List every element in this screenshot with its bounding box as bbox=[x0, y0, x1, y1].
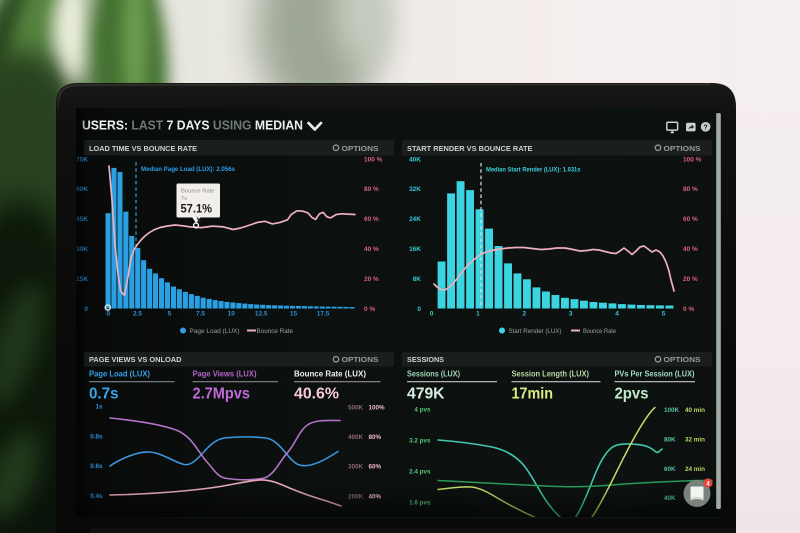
svg-text:2.5: 2.5 bbox=[133, 311, 142, 318]
svg-text:24K: 24K bbox=[409, 216, 421, 223]
svg-text:400K: 400K bbox=[348, 434, 364, 441]
svg-text:0.6s: 0.6s bbox=[90, 463, 103, 470]
svg-text:Median Start Render (LUX): 1.0: Median Start Render (LUX): 1.031s bbox=[486, 167, 581, 174]
svg-text:60%: 60% bbox=[369, 464, 382, 471]
svg-text:PVs Per Session (LUX): PVs Per Session (LUX) bbox=[615, 369, 695, 379]
svg-text:100K: 100K bbox=[664, 407, 680, 414]
svg-text:0: 0 bbox=[417, 306, 421, 313]
svg-text:20 %: 20 % bbox=[364, 276, 379, 283]
svg-text:2.7Mpvs: 2.7Mpvs bbox=[193, 386, 251, 403]
svg-text:Session Length (LUX): Session Length (LUX) bbox=[512, 369, 590, 379]
svg-text:USERS: LAST 7 DAYS USING MEDIA: USERS: LAST 7 DAYS USING MEDIAN bbox=[82, 119, 303, 133]
svg-text:2: 2 bbox=[522, 311, 526, 318]
svg-text:17.5: 17.5 bbox=[317, 311, 330, 318]
svg-text:500K: 500K bbox=[348, 405, 364, 412]
svg-text:7.5: 7.5 bbox=[196, 311, 205, 318]
svg-text:OPTIONS: OPTIONS bbox=[664, 144, 701, 153]
svg-text:7s: 7s bbox=[181, 196, 187, 202]
svg-text:0 %: 0 % bbox=[683, 306, 694, 313]
svg-text:100 %: 100 % bbox=[364, 156, 383, 163]
svg-text:Bounce Rate (LUX): Bounce Rate (LUX) bbox=[294, 369, 366, 379]
svg-text:32 min: 32 min bbox=[685, 437, 705, 444]
svg-text:Page Load (LUX): Page Load (LUX) bbox=[89, 369, 150, 379]
svg-text:Sessions (LUX): Sessions (LUX) bbox=[407, 369, 460, 379]
svg-text:60 %: 60 % bbox=[364, 216, 379, 223]
svg-text:57.1%: 57.1% bbox=[181, 202, 213, 216]
svg-text:5: 5 bbox=[168, 311, 172, 318]
svg-text:OPTIONS: OPTIONS bbox=[664, 355, 701, 364]
svg-text:Start Render (LUX): Start Render (LUX) bbox=[509, 328, 562, 335]
svg-text:12.5: 12.5 bbox=[255, 311, 268, 318]
svg-text:15: 15 bbox=[290, 311, 298, 318]
svg-text:?: ? bbox=[703, 123, 707, 132]
svg-text:80 %: 80 % bbox=[683, 186, 698, 193]
svg-text:60 %: 60 % bbox=[683, 216, 698, 223]
svg-text:LOAD TIME VS BOUNCE RATE: LOAD TIME VS BOUNCE RATE bbox=[89, 144, 197, 153]
svg-text:32K: 32K bbox=[409, 186, 421, 193]
svg-text:80 %: 80 % bbox=[364, 186, 379, 193]
svg-text:4: 4 bbox=[615, 311, 619, 318]
svg-text:4 pvs: 4 pvs bbox=[414, 407, 431, 414]
svg-text:PAGE VIEWS VS ONLOAD: PAGE VIEWS VS ONLOAD bbox=[89, 355, 182, 364]
svg-text:OPTIONS: OPTIONS bbox=[342, 355, 379, 364]
svg-text:40 %: 40 % bbox=[364, 246, 379, 253]
svg-text:60K: 60K bbox=[664, 466, 676, 473]
svg-text:300K: 300K bbox=[348, 464, 364, 471]
svg-text:Bounce Rate: Bounce Rate bbox=[257, 328, 294, 335]
svg-text:100 %: 100 % bbox=[683, 156, 702, 163]
svg-text:40.6%: 40.6% bbox=[294, 386, 339, 403]
svg-text:3.2 pvs: 3.2 pvs bbox=[409, 438, 431, 445]
svg-text:20 %: 20 % bbox=[683, 276, 698, 283]
svg-text:0.7s: 0.7s bbox=[89, 386, 119, 403]
svg-text:17min: 17min bbox=[512, 386, 554, 403]
svg-text:Median Page Load (LUX): 2.056s: Median Page Load (LUX): 2.056s bbox=[141, 166, 235, 173]
svg-text:Bounce Rate: Bounce Rate bbox=[181, 189, 215, 195]
svg-text:Page Load (LUX): Page Load (LUX) bbox=[190, 328, 240, 335]
svg-text:Page Views (LUX): Page Views (LUX) bbox=[193, 369, 257, 379]
svg-text:479K: 479K bbox=[407, 386, 445, 403]
svg-text:0 %: 0 % bbox=[364, 306, 375, 313]
svg-text:2pvs: 2pvs bbox=[615, 386, 649, 403]
svg-text:2.4 pvs: 2.4 pvs bbox=[409, 469, 431, 476]
svg-text:40 %: 40 % bbox=[683, 246, 698, 253]
svg-text:1: 1 bbox=[476, 311, 480, 318]
svg-text:5: 5 bbox=[662, 311, 666, 318]
svg-text:0: 0 bbox=[106, 311, 110, 318]
svg-text:Bounce Rate: Bounce Rate bbox=[583, 328, 616, 335]
svg-text:4: 4 bbox=[706, 481, 710, 488]
svg-text:0.8s: 0.8s bbox=[90, 433, 103, 440]
svg-text:3: 3 bbox=[569, 311, 573, 318]
svg-text:16K: 16K bbox=[409, 246, 421, 253]
svg-text:START RENDER VS BOUNCE RATE: START RENDER VS BOUNCE RATE bbox=[407, 144, 533, 153]
svg-text:40K: 40K bbox=[409, 156, 421, 163]
svg-text:24 min: 24 min bbox=[685, 466, 705, 473]
svg-text:SESSIONS: SESSIONS bbox=[407, 355, 444, 364]
svg-text:0: 0 bbox=[430, 311, 434, 318]
svg-text:80K: 80K bbox=[664, 437, 676, 444]
svg-text:10: 10 bbox=[228, 311, 236, 318]
svg-text:40 min: 40 min bbox=[685, 407, 705, 414]
svg-text:80%: 80% bbox=[369, 434, 382, 441]
svg-text:OPTIONS: OPTIONS bbox=[342, 144, 379, 153]
svg-text:100%: 100% bbox=[369, 405, 386, 412]
svg-text:8K: 8K bbox=[413, 276, 422, 283]
svg-text:1s: 1s bbox=[95, 404, 103, 411]
